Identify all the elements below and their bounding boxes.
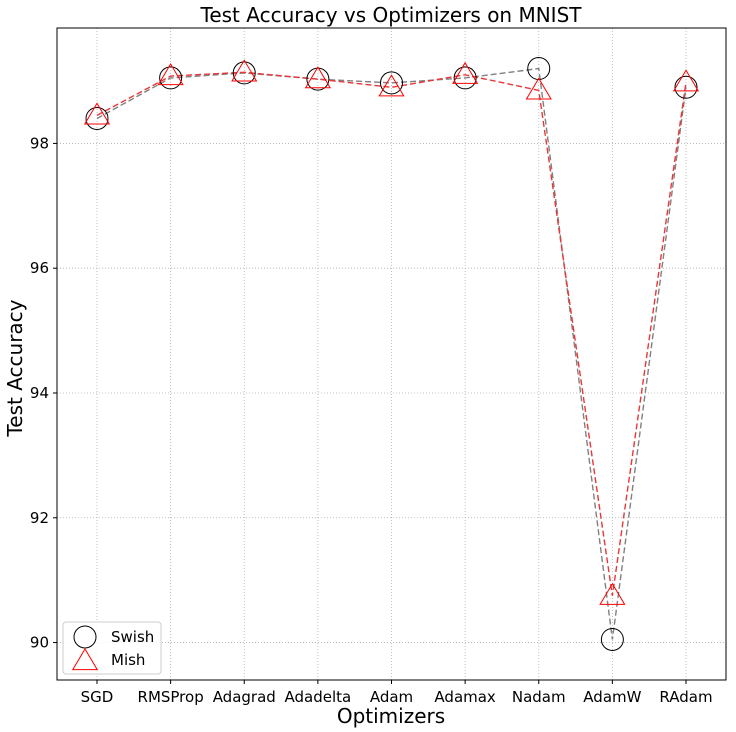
y-tick-label: 98 — [30, 134, 49, 152]
y-tick-label: 96 — [30, 259, 49, 277]
x-tick-label: Adamax — [434, 688, 496, 706]
data-point-mish — [157, 63, 184, 86]
x-tick-label: Adam — [370, 688, 413, 706]
legend-marker-swish — [73, 625, 97, 649]
data-point-swish — [600, 627, 624, 651]
series-markers — [83, 57, 700, 651]
series-lines — [96, 67, 687, 640]
y-axis-ticks: 90 92 94 96 98 — [30, 134, 57, 652]
data-point-swish — [306, 67, 330, 91]
series-line-mish — [96, 71, 687, 596]
data-point-mish — [83, 102, 111, 125]
x-tick-label: AdamW — [583, 688, 641, 706]
series-line-swish — [96, 67, 687, 640]
x-axis-ticks: SGD RMSProp Adagrad Adadelta Adam Adamax Nadam… — [81, 680, 713, 706]
x-tick-label: Adadelta — [285, 688, 352, 706]
x-axis-label: Optimizers — [337, 704, 445, 728]
y-tick-label: 94 — [30, 384, 49, 402]
data-point-mish — [452, 61, 479, 84]
data-point-swish — [453, 66, 477, 90]
data-point-mish — [599, 582, 626, 605]
data-point-swish — [527, 57, 551, 81]
data-point-swish — [85, 106, 109, 130]
y-axis-label: Test Accuracy — [3, 299, 27, 437]
data-point-mish — [525, 77, 552, 100]
grid-lines — [57, 28, 726, 680]
data-point-mish — [231, 59, 258, 82]
y-tick-label: 90 — [30, 634, 49, 652]
x-tick-label: SGD — [81, 688, 114, 706]
data-point-mish — [378, 74, 405, 97]
x-tick-label: Nadam — [512, 688, 566, 706]
data-point-mish — [672, 69, 700, 92]
legend-label-mish: Mish — [111, 651, 145, 669]
legend-label-swish: Swish — [111, 628, 154, 646]
data-point-swish — [232, 61, 256, 85]
chart-title: Test Accuracy vs Optimizers on MNIST — [200, 3, 583, 27]
x-tick-label: RAdam — [659, 688, 712, 706]
x-tick-label: RMSProp — [138, 688, 204, 706]
y-tick-label: 92 — [30, 509, 49, 527]
data-point-swish — [674, 75, 698, 99]
plot-area-frame — [56, 27, 727, 681]
data-point-mish — [304, 66, 331, 89]
legend-marker-mish — [71, 648, 99, 671]
data-point-swish — [380, 71, 403, 95]
legend: Swish Mish — [62, 621, 162, 675]
data-point-swish — [159, 66, 183, 90]
legend-box — [62, 621, 162, 675]
x-tick-label: Adagrad — [213, 688, 276, 706]
